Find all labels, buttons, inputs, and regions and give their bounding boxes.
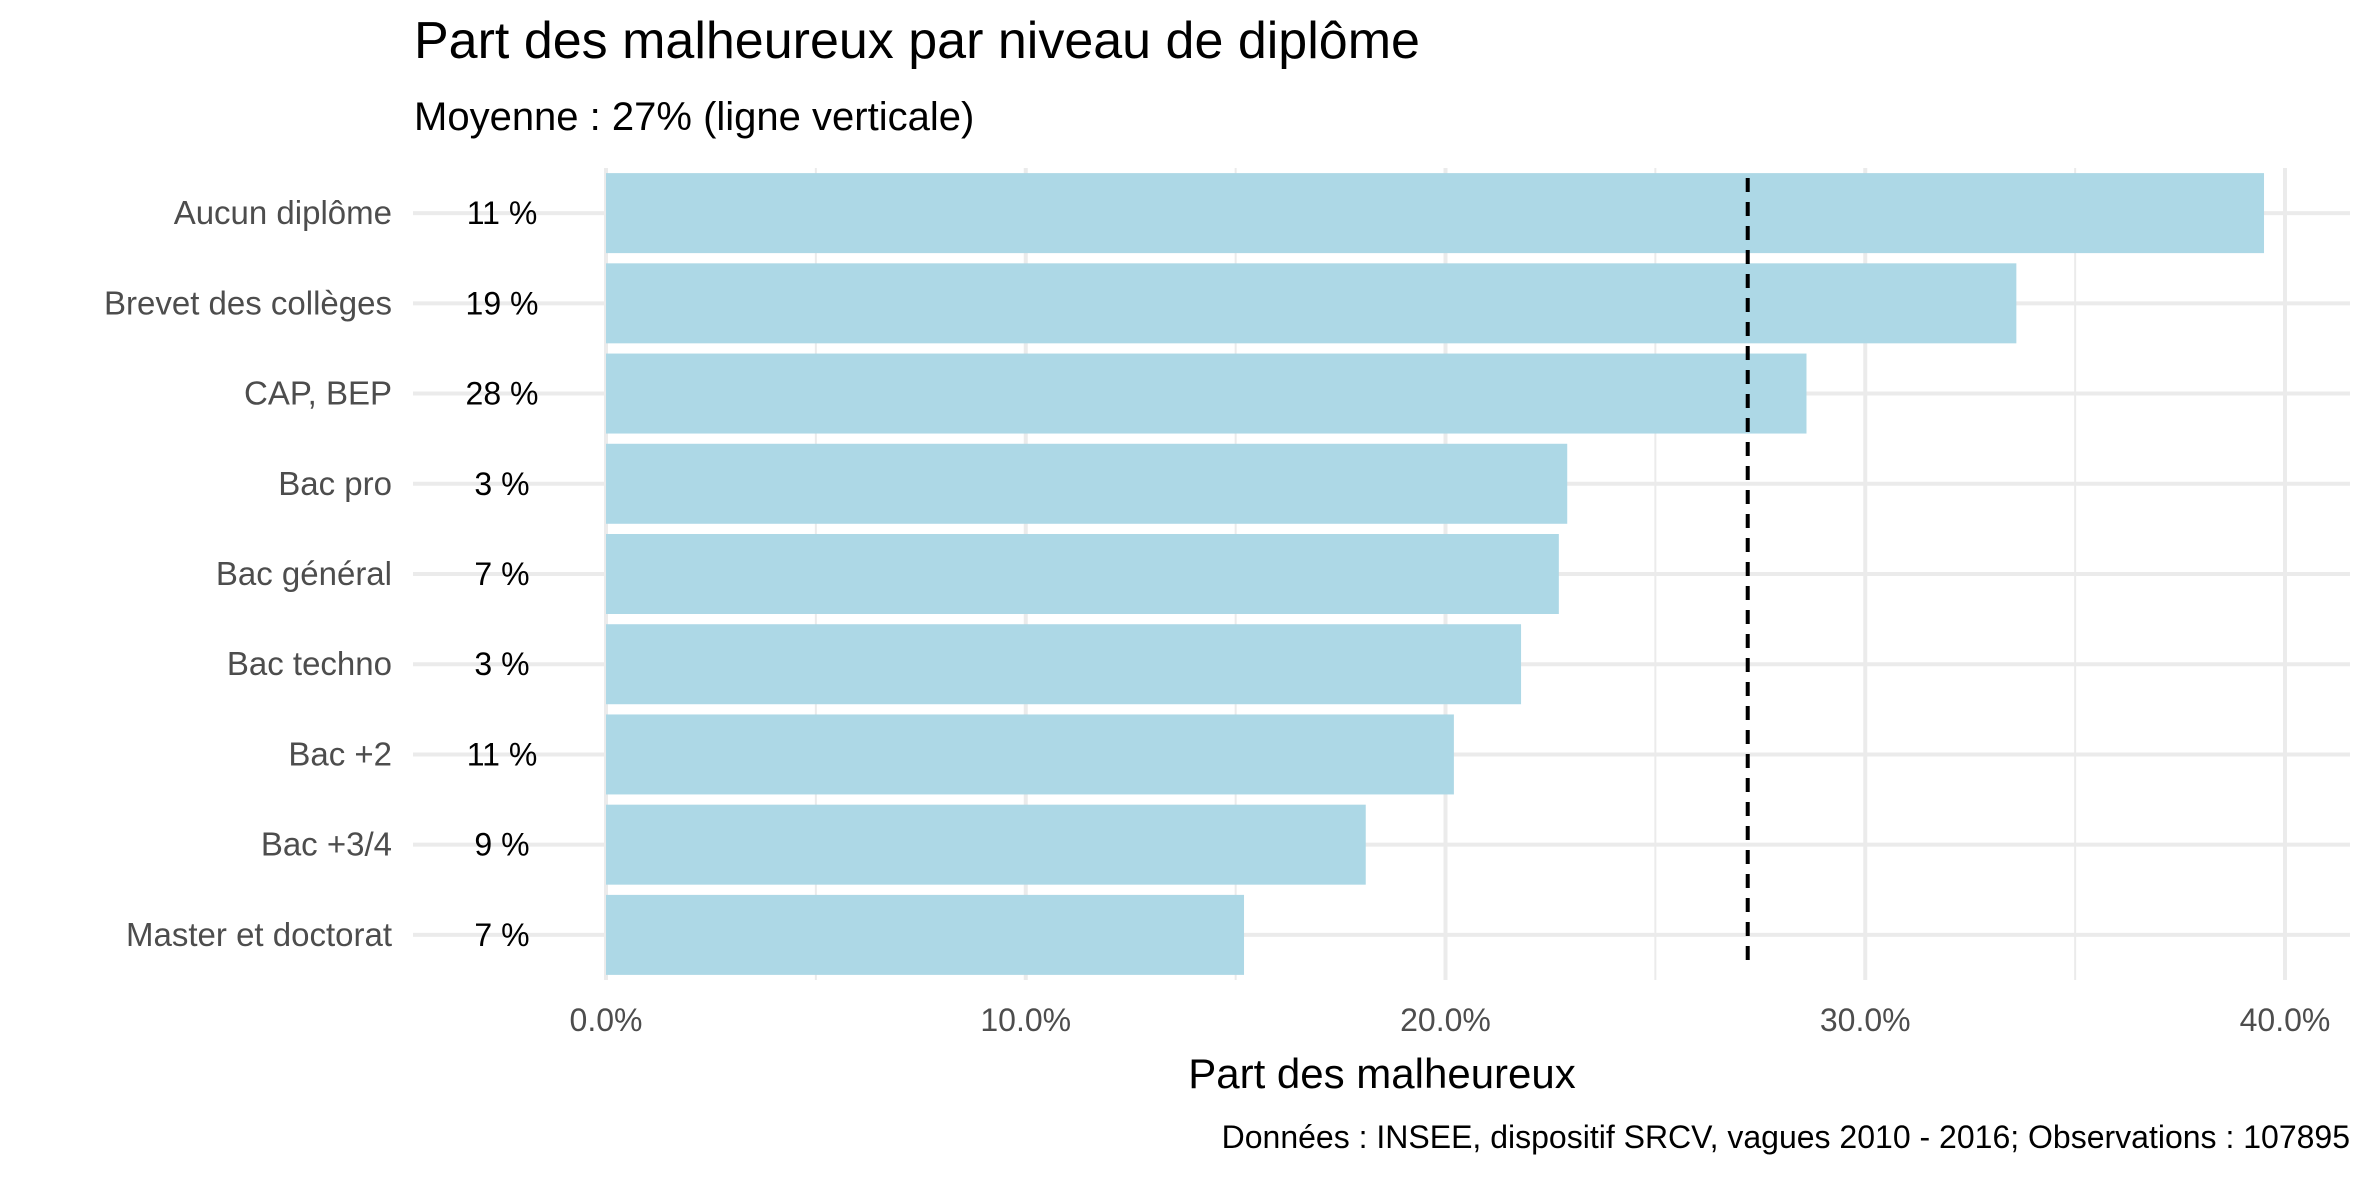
caption: Données : INSEE, dispositif SRCV, vagues…: [1222, 1119, 2350, 1155]
x-tick-label: 10.0%: [980, 1002, 1071, 1038]
count-label: 11 %: [467, 195, 538, 231]
category-label: CAP, BEP: [244, 375, 392, 412]
category-label: Bac pro: [278, 465, 392, 502]
count-label: 3 %: [474, 646, 529, 682]
bar: [606, 443, 1568, 524]
bar: [606, 263, 2017, 344]
count-label: 11 %: [467, 736, 538, 772]
bar: [606, 894, 1245, 975]
x-tick-labels: 0.0% 10.0% 20.0% 30.0% 40.0%: [570, 1002, 2331, 1038]
bars: [606, 173, 2265, 975]
x-tick-label: 30.0%: [1820, 1002, 1911, 1038]
category-label: Master et doctorat: [126, 916, 392, 953]
category-label: Brevet des collèges: [104, 284, 392, 321]
count-label: 7 %: [474, 556, 529, 592]
category-label: Bac général: [216, 555, 392, 592]
count-label: 9 %: [474, 827, 529, 863]
chart-subtitle: Moyenne : 27% (ligne verticale): [414, 95, 974, 139]
count-label: 19 %: [466, 285, 539, 321]
category-label: Bac techno: [227, 645, 392, 682]
bar: [606, 714, 1454, 795]
chart-title: Part des malheureux par niveau de diplôm…: [414, 12, 1420, 70]
category-label: Bac +2: [288, 735, 392, 772]
x-tick-label: 20.0%: [1400, 1002, 1491, 1038]
category-label: Bac +3/4: [261, 826, 392, 863]
x-axis-title: Part des malheureux: [1188, 1050, 1576, 1097]
bar: [606, 353, 1807, 434]
x-tick-label: 0.0%: [570, 1002, 643, 1038]
count-label: 28 %: [466, 376, 539, 412]
count-label: 7 %: [474, 917, 529, 953]
count-labels: 11 % 19 % 28 % 3 % 7 % 3 % 11 % 9 % 7 %: [466, 195, 539, 953]
bar: [606, 624, 1522, 705]
bar: [606, 173, 2265, 254]
x-tick-label: 40.0%: [2240, 1002, 2331, 1038]
category-labels: Aucun diplôme Brevet des collèges CAP, BEP…: [104, 194, 392, 953]
category-label: Aucun diplôme: [174, 194, 392, 231]
count-label: 3 %: [474, 466, 529, 502]
bar: [606, 534, 1559, 614]
bar: [606, 804, 1366, 885]
